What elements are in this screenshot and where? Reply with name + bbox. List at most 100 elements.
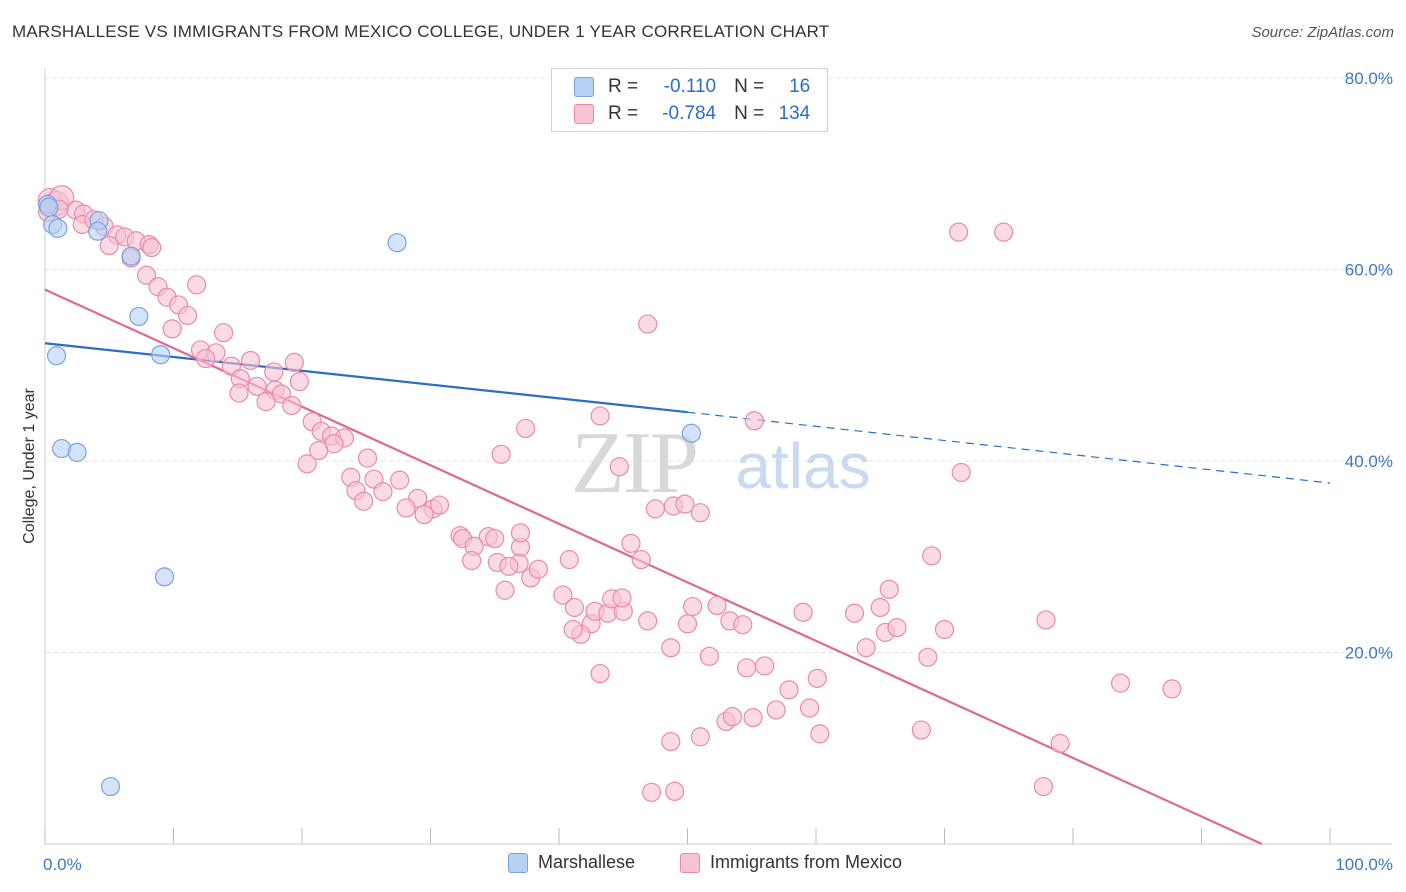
series-legend: Marshallese Immigrants from Mexico: [0, 852, 1406, 876]
marshallese-point: [88, 221, 108, 241]
gridlines: [45, 77, 1392, 653]
mexico-point: [922, 546, 942, 566]
mexico-point: [187, 275, 207, 295]
mexico-point: [638, 611, 658, 631]
mexico-point: [779, 680, 799, 700]
x-tick-label: 100.0%: [1335, 855, 1393, 874]
mexico-point: [264, 362, 284, 382]
mexico-point: [638, 314, 658, 334]
marshallese-point: [129, 306, 149, 327]
mexico-point: [690, 727, 710, 747]
mexico-point: [590, 663, 610, 684]
mexico-point: [856, 638, 876, 658]
mexico-point: [289, 371, 310, 392]
mexico-point: [563, 619, 583, 640]
series-swatch-blue: [508, 852, 528, 873]
chart-title: MARSHALLESE VS IMMIGRANTS FROM MEXICO CO…: [12, 22, 830, 41]
y-tick-label: 40.0%: [1345, 452, 1393, 471]
mexico-point: [609, 457, 629, 477]
correlation-legend: R = -0.110 N = 16 R = -0.784 N = 134: [551, 68, 828, 132]
mexico-point: [136, 265, 157, 285]
mexico-point: [214, 323, 234, 343]
y-tick-label: 80.0%: [1345, 69, 1393, 88]
mexico-point: [414, 505, 434, 525]
mexico-point: [499, 556, 519, 576]
mexico-point: [949, 222, 969, 242]
mexico-point: [1050, 733, 1070, 754]
mexico-point: [661, 731, 681, 752]
mexico-point: [621, 533, 641, 553]
tick-labels: 20.0% 40.0% 60.0% 80.0% 0.0% 100.0%: [43, 69, 1393, 874]
mexico-point: [887, 618, 907, 638]
mexico-point: [918, 647, 938, 667]
mexico-point: [590, 406, 610, 426]
mexico-point: [934, 619, 955, 640]
mexico-point: [1110, 673, 1131, 693]
mexico-point: [354, 491, 374, 511]
mexico-point: [297, 454, 317, 474]
legend-n-value: 16: [789, 76, 811, 97]
mexico-point: [1162, 679, 1182, 699]
legend-swatch-pink: [574, 104, 594, 124]
mexico-point: [911, 720, 931, 740]
mexico-point: [99, 235, 119, 256]
mexico-point: [665, 781, 685, 801]
marshallese-point: [100, 776, 121, 797]
mexico-point: [515, 418, 536, 439]
mexico-point: [733, 615, 753, 635]
mexico-point: [491, 444, 511, 464]
mexico-point: [559, 550, 579, 570]
marshallese-point: [39, 197, 59, 217]
mexico-point: [722, 707, 743, 727]
mexico-point: [683, 596, 703, 617]
marshallese-trend-extension: [687, 411, 1331, 484]
mexico-point: [631, 550, 651, 570]
series-swatch-pink: [680, 852, 700, 873]
mexico-point: [844, 603, 865, 623]
axes: [44, 68, 1392, 845]
watermark-zip: ZIP: [571, 415, 697, 512]
mexico-point: [564, 597, 585, 618]
mexico-point: [229, 383, 249, 403]
mexico-point: [870, 597, 890, 618]
watermark-atlas: atlas: [735, 430, 870, 502]
y-tick-label: 20.0%: [1345, 644, 1393, 663]
mexico-point: [1036, 610, 1056, 630]
mexico-point: [737, 658, 757, 678]
marshallese-point: [387, 233, 407, 253]
marshallese-trend-line: [44, 342, 688, 414]
mexico-point: [309, 440, 329, 461]
series-legend-marshallese: Marshallese: [508, 852, 635, 873]
legend-n-label: N =: [734, 76, 765, 97]
y-axis-label: College, Under 1 year: [21, 388, 38, 544]
mexico-point: [142, 237, 162, 258]
marshallese-point: [681, 423, 701, 443]
mexico-point: [661, 638, 681, 658]
mexico-point: [951, 462, 971, 483]
series-legend-label: Marshallese: [538, 852, 636, 872]
mexico-point: [707, 595, 727, 616]
mexico-point: [641, 782, 662, 802]
mexico-point: [485, 528, 505, 549]
mexico-point: [645, 499, 665, 519]
mexico-point: [553, 585, 573, 605]
mexico-point: [699, 646, 719, 666]
mexico-point: [675, 494, 695, 514]
mexico-point: [994, 222, 1014, 242]
mexico-point: [282, 395, 302, 416]
mexico-point: [357, 448, 378, 468]
marshallese-point: [121, 246, 141, 266]
marshallese-point: [154, 567, 175, 587]
mexico-point: [256, 392, 276, 412]
mexico-point: [373, 482, 393, 502]
legend-r-value: -0.784: [662, 103, 717, 124]
mexico-point: [766, 700, 786, 720]
mexico-point: [743, 708, 763, 728]
legend-r-label: R =: [608, 103, 639, 124]
series-legend-label: Immigrants from Mexico: [710, 852, 903, 872]
mexico-point: [1033, 776, 1054, 797]
marshallese-point: [48, 218, 68, 238]
mexico-point: [178, 305, 198, 326]
mexico-point: [677, 614, 698, 634]
